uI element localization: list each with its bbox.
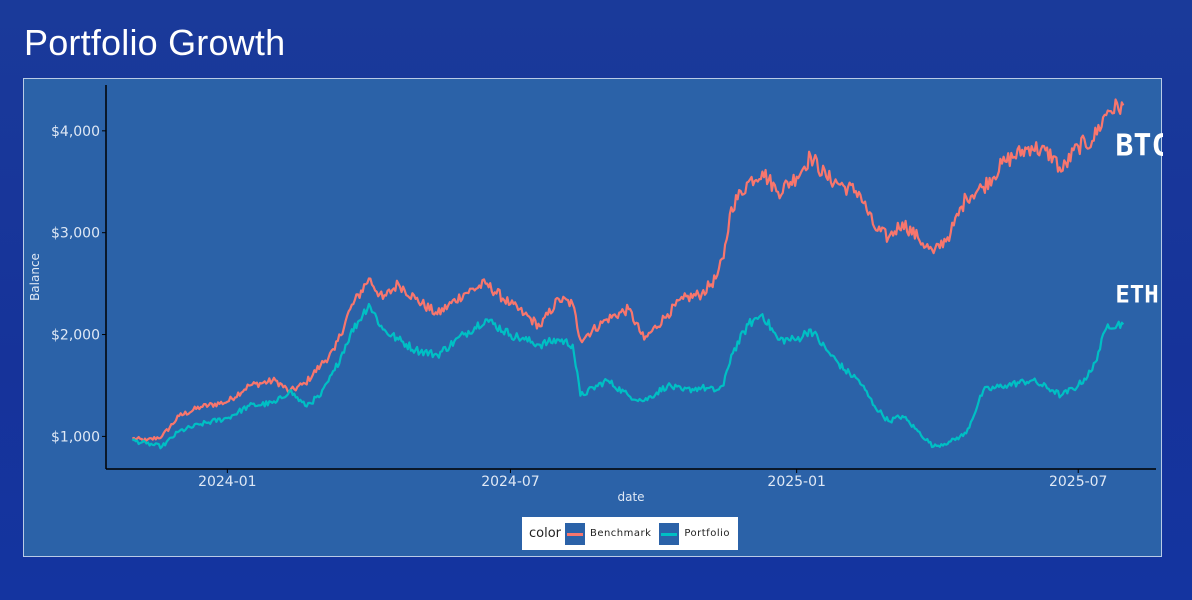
y-tick-label: $3,000 xyxy=(51,226,100,242)
series-layer xyxy=(131,98,1125,450)
annotations: BTC ETH xyxy=(1115,128,1163,308)
y-tick-label: $2,000 xyxy=(51,328,100,344)
x-tick-label: 2025-07 xyxy=(1049,474,1108,490)
legend-swatch-benchmark xyxy=(565,522,585,545)
x-tick-label: 2024-01 xyxy=(198,474,257,490)
series-line-benchmark xyxy=(132,98,1125,443)
legend-title: color xyxy=(529,526,562,541)
legend-label-portfolio: Portfolio xyxy=(684,528,730,539)
x-axis-title: date xyxy=(617,490,644,504)
axes: $1,000 $2,000 $3,000 $4,000 2024-01 2024-07 20… xyxy=(51,85,1156,490)
chart-plot: $1,000 $2,000 $3,000 $4,000 2024-01 2024-07 20… xyxy=(28,85,1163,504)
page-title: Portfolio Growth xyxy=(24,22,286,63)
x-tick-label: 2024-07 xyxy=(481,474,540,490)
annotation-eth: ETH xyxy=(1115,280,1158,308)
legend: color Benchmark Portfolio xyxy=(522,517,738,550)
legend-label-benchmark: Benchmark xyxy=(589,528,652,539)
x-tick-label: 2025-01 xyxy=(767,474,826,490)
legend-swatch-portfolio xyxy=(659,522,680,545)
y-tick-label: $4,000 xyxy=(51,124,100,140)
chart-panel: $1,000 $2,000 $3,000 $4,000 2024-01 2024-07 20… xyxy=(23,78,1163,557)
y-tick-label: $1,000 xyxy=(51,429,100,445)
series-line-portfolio xyxy=(131,302,1125,450)
y-axis-title: Balance xyxy=(28,253,42,301)
annotation-btc: BTC xyxy=(1115,128,1163,163)
